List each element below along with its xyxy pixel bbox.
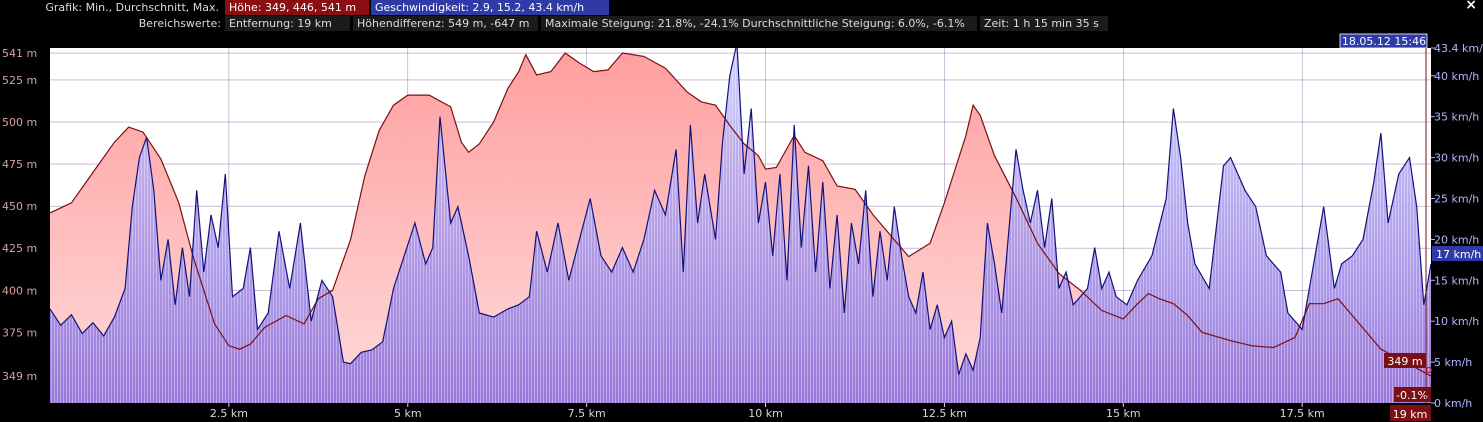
elevation-axis-ticks: 541 m 525 m 500 m 475 m 450 m 425 m 400 m 375 m… <box>2 47 37 383</box>
x-tick-label: 10 km <box>748 407 783 420</box>
date-badge: 18.05.12 15:46 <box>1339 33 1428 49</box>
header-row-1: Grafik: Min., Durchschnitt, Max. Höhe: 3… <box>0 0 1483 15</box>
speed-marker-text: 17 km/h <box>1436 248 1481 261</box>
steigung-chip: Maximale Steigung: 21.8%, -24.1% Durchsc… <box>541 16 977 31</box>
x-tick-label: 12.5 km <box>922 407 967 420</box>
speed-tick-label: 5 km/h <box>1434 356 1472 369</box>
date-badge-text: 18.05.12 15:46 <box>1342 35 1426 48</box>
elevation-tick-label: 400 m <box>2 284 37 297</box>
speed-tick-label: 20 km/h <box>1434 233 1479 246</box>
speed-tick-label: 15 km/h <box>1434 274 1479 287</box>
elevation-speed-chart[interactable]: 541 m 525 m 500 m 475 m 450 m 425 m 400 m 375 m… <box>0 33 1483 422</box>
speed-tick-label: 35 km/h <box>1434 111 1479 124</box>
elevation-line <box>50 52 1431 377</box>
elevation-tick-label: 475 m <box>2 158 37 171</box>
x-tick-label: 17.5 km <box>1280 407 1325 420</box>
x-tick-label: 5 km <box>394 407 422 420</box>
distance-marker-badge: 19 km <box>1390 405 1431 421</box>
speed-tick-label: 40 km/h <box>1434 70 1479 83</box>
speed-line <box>50 48 1431 375</box>
elevation-tick-label: 541 m <box>2 47 37 60</box>
speed-tick-label: 30 km/h <box>1434 152 1479 165</box>
close-icon[interactable]: × <box>1465 0 1477 13</box>
cursor-point <box>1426 367 1432 373</box>
speed-axis-ticks: 43.4 km/h 40 km/h 35 km/h 30 km/h 25 km/h 20 … <box>1431 42 1483 410</box>
speed-area-hatch <box>50 48 1431 403</box>
geschwindigkeit-chip: Geschwindigkeit: 2.9, 15.2, 43.4 km/h <box>371 0 609 15</box>
elevation-marker-text: 349 m <box>1387 355 1422 368</box>
elevation-tick-label: 500 m <box>2 116 37 129</box>
elevation-marker-badge: 349 m <box>1384 353 1426 368</box>
hoehendifferenz-chip: Höhendifferenz: 549 m, -647 m <box>353 16 538 31</box>
speed-tick-label: 0 km/h <box>1434 397 1472 410</box>
speed-tick-label: 43.4 km/h <box>1434 42 1483 55</box>
entfernung-chip: Entfernung: 19 km <box>225 16 350 31</box>
header-row-2: Bereichswerte: Entfernung: 19 km Höhendi… <box>0 16 1483 31</box>
elevation-tick-label: 450 m <box>2 200 37 213</box>
hoehe-chip: Höhe: 349, 446, 541 m <box>225 0 369 15</box>
speed-marker-badge: 17 km/h <box>1432 246 1483 261</box>
zeit-chip: Zeit: 1 h 15 min 35 s <box>980 16 1108 31</box>
speed-tick-label: 10 km/h <box>1434 315 1479 328</box>
x-tick-label: 7.5 km <box>568 407 606 420</box>
elevation-tick-label: 525 m <box>2 74 37 87</box>
x-tick-label: 15 km <box>1106 407 1141 420</box>
grafik-label: Grafik: Min., Durchschnitt, Max. <box>45 1 219 14</box>
x-tick-label: 2.5 km <box>210 407 248 420</box>
speed-tick-label: 25 km/h <box>1434 193 1479 206</box>
bereichswerte-label: Bereichswerte: <box>138 17 221 30</box>
distance-axis-ticks: 2.5 km 5 km 7.5 km 10 km 12.5 km 15 km 17.5 km <box>210 403 1325 420</box>
elevation-tick-label: 375 m <box>2 326 37 339</box>
elevation-tick-label: 349 m <box>2 370 37 383</box>
grade-marker-text: -0.1% <box>1396 389 1428 402</box>
elevation-tick-label: 425 m <box>2 242 37 255</box>
grade-marker-badge: -0.1% <box>1394 387 1431 402</box>
distance-marker-text: 19 km <box>1393 408 1428 421</box>
